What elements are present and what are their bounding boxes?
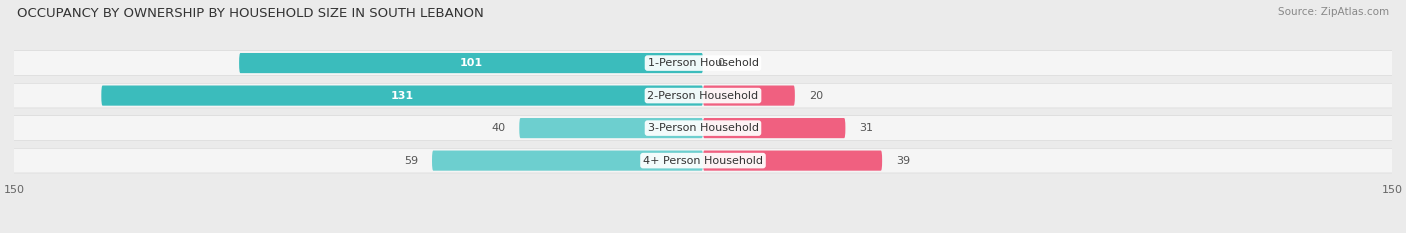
FancyBboxPatch shape bbox=[4, 116, 1402, 140]
Text: 4+ Person Household: 4+ Person Household bbox=[643, 156, 763, 166]
FancyBboxPatch shape bbox=[239, 53, 703, 73]
Text: 1-Person Household: 1-Person Household bbox=[648, 58, 758, 68]
Text: 101: 101 bbox=[460, 58, 482, 68]
Text: 40: 40 bbox=[491, 123, 506, 133]
Text: 20: 20 bbox=[808, 91, 823, 101]
Text: 3-Person Household: 3-Person Household bbox=[648, 123, 758, 133]
FancyBboxPatch shape bbox=[432, 151, 703, 171]
Text: 59: 59 bbox=[404, 156, 418, 166]
Text: 39: 39 bbox=[896, 156, 910, 166]
Text: 31: 31 bbox=[859, 123, 873, 133]
Text: Source: ZipAtlas.com: Source: ZipAtlas.com bbox=[1278, 7, 1389, 17]
Text: 0: 0 bbox=[717, 58, 724, 68]
FancyBboxPatch shape bbox=[4, 51, 1402, 75]
Text: 2-Person Household: 2-Person Household bbox=[647, 91, 759, 101]
FancyBboxPatch shape bbox=[519, 118, 703, 138]
FancyBboxPatch shape bbox=[4, 148, 1402, 173]
Text: 131: 131 bbox=[391, 91, 413, 101]
FancyBboxPatch shape bbox=[101, 86, 703, 106]
FancyBboxPatch shape bbox=[703, 118, 845, 138]
Text: OCCUPANCY BY OWNERSHIP BY HOUSEHOLD SIZE IN SOUTH LEBANON: OCCUPANCY BY OWNERSHIP BY HOUSEHOLD SIZE… bbox=[17, 7, 484, 20]
FancyBboxPatch shape bbox=[703, 86, 794, 106]
Legend: Owner-occupied, Renter-occupied: Owner-occupied, Renter-occupied bbox=[583, 230, 823, 233]
FancyBboxPatch shape bbox=[703, 151, 882, 171]
FancyBboxPatch shape bbox=[4, 83, 1402, 108]
